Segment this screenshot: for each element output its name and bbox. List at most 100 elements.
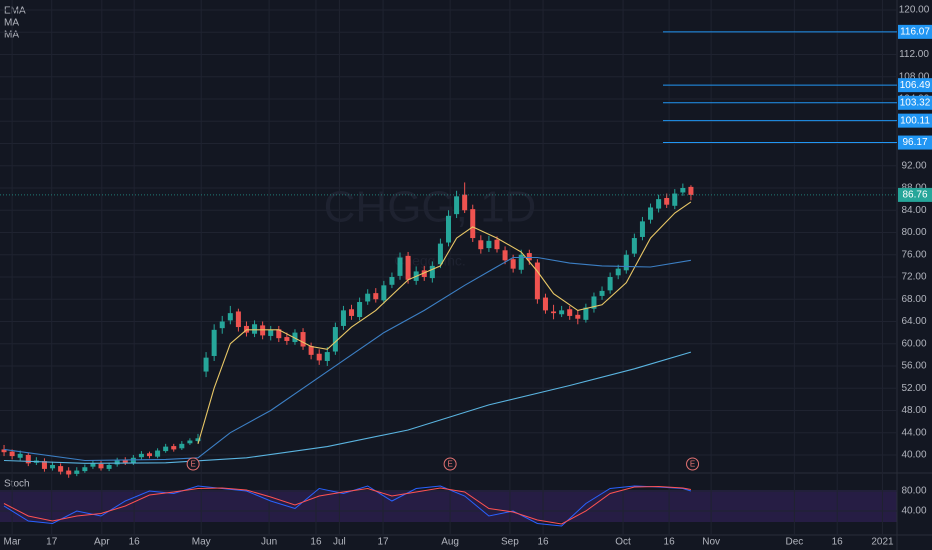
indicator-line bbox=[197, 201, 692, 445]
candle-body bbox=[340, 310, 346, 326]
candle-body bbox=[631, 238, 637, 254]
earnings-marker bbox=[443, 457, 457, 471]
candle-body bbox=[542, 297, 548, 311]
candle-body bbox=[494, 239, 500, 250]
watermark: CHGG, 1D bbox=[324, 183, 537, 232]
y-tick-label: 40.00 bbox=[901, 506, 926, 517]
x-tick-label: Dec bbox=[785, 537, 803, 548]
candle-body bbox=[82, 467, 88, 472]
indicator-line bbox=[3, 485, 691, 525]
candle-body bbox=[688, 186, 694, 195]
y-tick-label: 108.00 bbox=[899, 71, 930, 82]
x-tick-label: 17 bbox=[377, 537, 389, 548]
candle-body bbox=[260, 325, 266, 336]
candle-body bbox=[462, 194, 468, 211]
candle-body bbox=[276, 329, 282, 339]
candle-body bbox=[445, 215, 452, 243]
candle-body bbox=[324, 352, 330, 361]
candle-body bbox=[397, 257, 403, 276]
candle-body bbox=[316, 353, 322, 361]
candle-body bbox=[502, 250, 508, 261]
y-tick-label: 72.00 bbox=[901, 272, 926, 283]
candle-body bbox=[389, 276, 395, 285]
y-tick-label: 44.00 bbox=[901, 427, 926, 438]
candle-body bbox=[591, 296, 597, 309]
x-tick-label: Nov bbox=[702, 537, 720, 548]
y-tick-label: 68.00 bbox=[901, 294, 926, 305]
candle-body bbox=[648, 207, 654, 220]
candle-body bbox=[50, 464, 56, 469]
x-tick-label: 16 bbox=[664, 537, 676, 548]
candle-body bbox=[130, 457, 136, 464]
y-tick-label: 52.00 bbox=[901, 383, 926, 394]
earnings-label: E bbox=[690, 460, 695, 469]
candle-body bbox=[437, 243, 443, 265]
candle-body bbox=[680, 187, 686, 193]
candle-body bbox=[292, 332, 298, 343]
y-tick-label: 76.00 bbox=[901, 249, 926, 260]
watermark-sub: Chegg, Inc. bbox=[394, 253, 466, 269]
candle-body bbox=[66, 470, 72, 475]
level-label: 116.07 bbox=[900, 27, 930, 38]
candle-body bbox=[429, 265, 435, 279]
candle-body bbox=[672, 193, 678, 206]
candle-body bbox=[300, 332, 306, 347]
candle-body bbox=[98, 463, 104, 469]
candle-body bbox=[138, 453, 144, 458]
candle-body bbox=[106, 464, 112, 469]
candle-body bbox=[171, 446, 177, 450]
candle-body bbox=[583, 307, 589, 320]
legend-ema: EMA bbox=[4, 6, 26, 17]
x-tick-label: Jun bbox=[261, 537, 277, 548]
candle-body bbox=[575, 314, 581, 319]
candle-body bbox=[623, 254, 629, 271]
y-tick-label: 64.00 bbox=[901, 316, 926, 327]
x-tick-label: 16 bbox=[537, 537, 549, 548]
candle-body bbox=[268, 329, 274, 336]
y-tick-label: 120.00 bbox=[899, 5, 930, 16]
stoch-title: Stoch bbox=[4, 479, 30, 490]
x-tick-label: 16 bbox=[832, 537, 844, 548]
earnings-marker bbox=[186, 457, 200, 471]
x-tick-label: 17 bbox=[46, 537, 58, 548]
candle-body bbox=[155, 450, 161, 457]
y-tick-label: 80.00 bbox=[901, 486, 926, 497]
candle-body bbox=[454, 196, 460, 215]
earnings-marker bbox=[686, 457, 700, 471]
earnings-label: E bbox=[190, 460, 195, 469]
candle-body bbox=[122, 459, 128, 463]
candle-body bbox=[235, 311, 241, 328]
candle-body bbox=[203, 357, 209, 372]
labels-layer: 40.00 44.00 48.00 52.00 56.00 60.00 64.00 68.00… bbox=[4, 5, 932, 548]
x-tick-label: Oct bbox=[615, 537, 631, 548]
level-label: 100.11 bbox=[900, 115, 930, 126]
candle-body bbox=[58, 466, 64, 472]
candle-body bbox=[615, 268, 621, 276]
y-tick-label: 60.00 bbox=[901, 338, 926, 349]
x-tick-label: 2021 bbox=[871, 537, 894, 548]
candle-body bbox=[405, 255, 411, 280]
candle-body bbox=[551, 311, 557, 314]
candle-body bbox=[421, 270, 427, 277]
candle-body bbox=[211, 329, 217, 356]
candle-body bbox=[219, 321, 225, 329]
level-label-box bbox=[898, 78, 932, 93]
level-label: 106.49 bbox=[900, 80, 931, 91]
candle-body bbox=[284, 337, 290, 341]
x-tick-label: Apr bbox=[94, 537, 110, 548]
candle-body bbox=[146, 453, 153, 457]
candle-body bbox=[227, 313, 233, 321]
candle-body bbox=[179, 443, 185, 449]
candle-body bbox=[252, 324, 258, 334]
last-price-box bbox=[898, 187, 932, 202]
candle-body bbox=[656, 199, 662, 209]
candle-body bbox=[534, 262, 540, 300]
candle-body bbox=[114, 460, 120, 465]
y-tick-label: 48.00 bbox=[901, 405, 926, 416]
x-tick-label: May bbox=[192, 537, 211, 548]
candle-body bbox=[510, 259, 516, 269]
candle-body bbox=[163, 446, 169, 452]
y-tick-label: 92.00 bbox=[901, 160, 926, 171]
